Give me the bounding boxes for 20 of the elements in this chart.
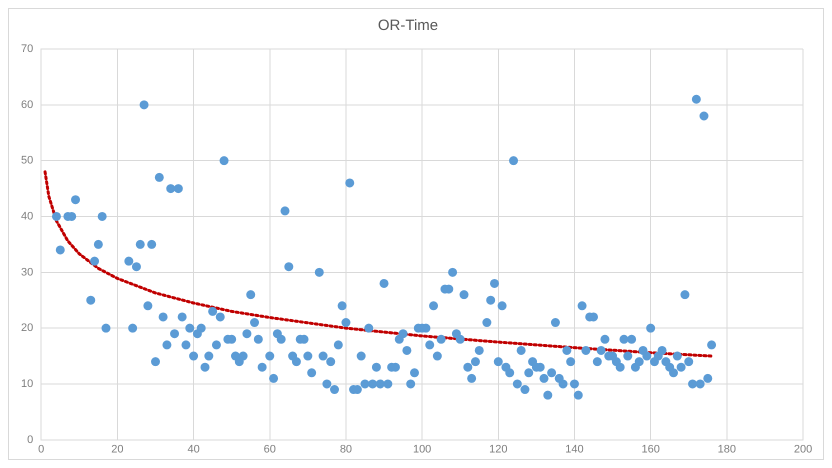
x-tick-label: 60 <box>264 443 276 456</box>
x-tick-label: 80 <box>340 443 352 456</box>
x-tick-label: 0 <box>38 443 44 456</box>
x-tick-label: 100 <box>412 443 432 456</box>
chart-title: OR-Time <box>378 17 438 34</box>
y-tick-label: 40 <box>20 210 34 223</box>
y-tick-label: 60 <box>20 98 34 111</box>
x-tick-label: 140 <box>565 443 584 456</box>
x-tick-label: 20 <box>111 443 124 456</box>
x-tick-label: 180 <box>718 443 736 456</box>
y-tick-label: 70 <box>20 43 34 56</box>
y-tick-label: 50 <box>20 154 34 167</box>
x-tick-label: 40 <box>187 443 200 456</box>
x-tick-label: 120 <box>489 443 508 456</box>
x-tick-label: 160 <box>641 443 660 456</box>
y-tick-label: 20 <box>20 322 34 334</box>
x-tick-label: 200 <box>794 443 812 456</box>
y-tick-label: 30 <box>20 266 34 278</box>
y-tick-label: 10 <box>20 378 34 390</box>
y-tick-label: 0 <box>27 434 34 446</box>
